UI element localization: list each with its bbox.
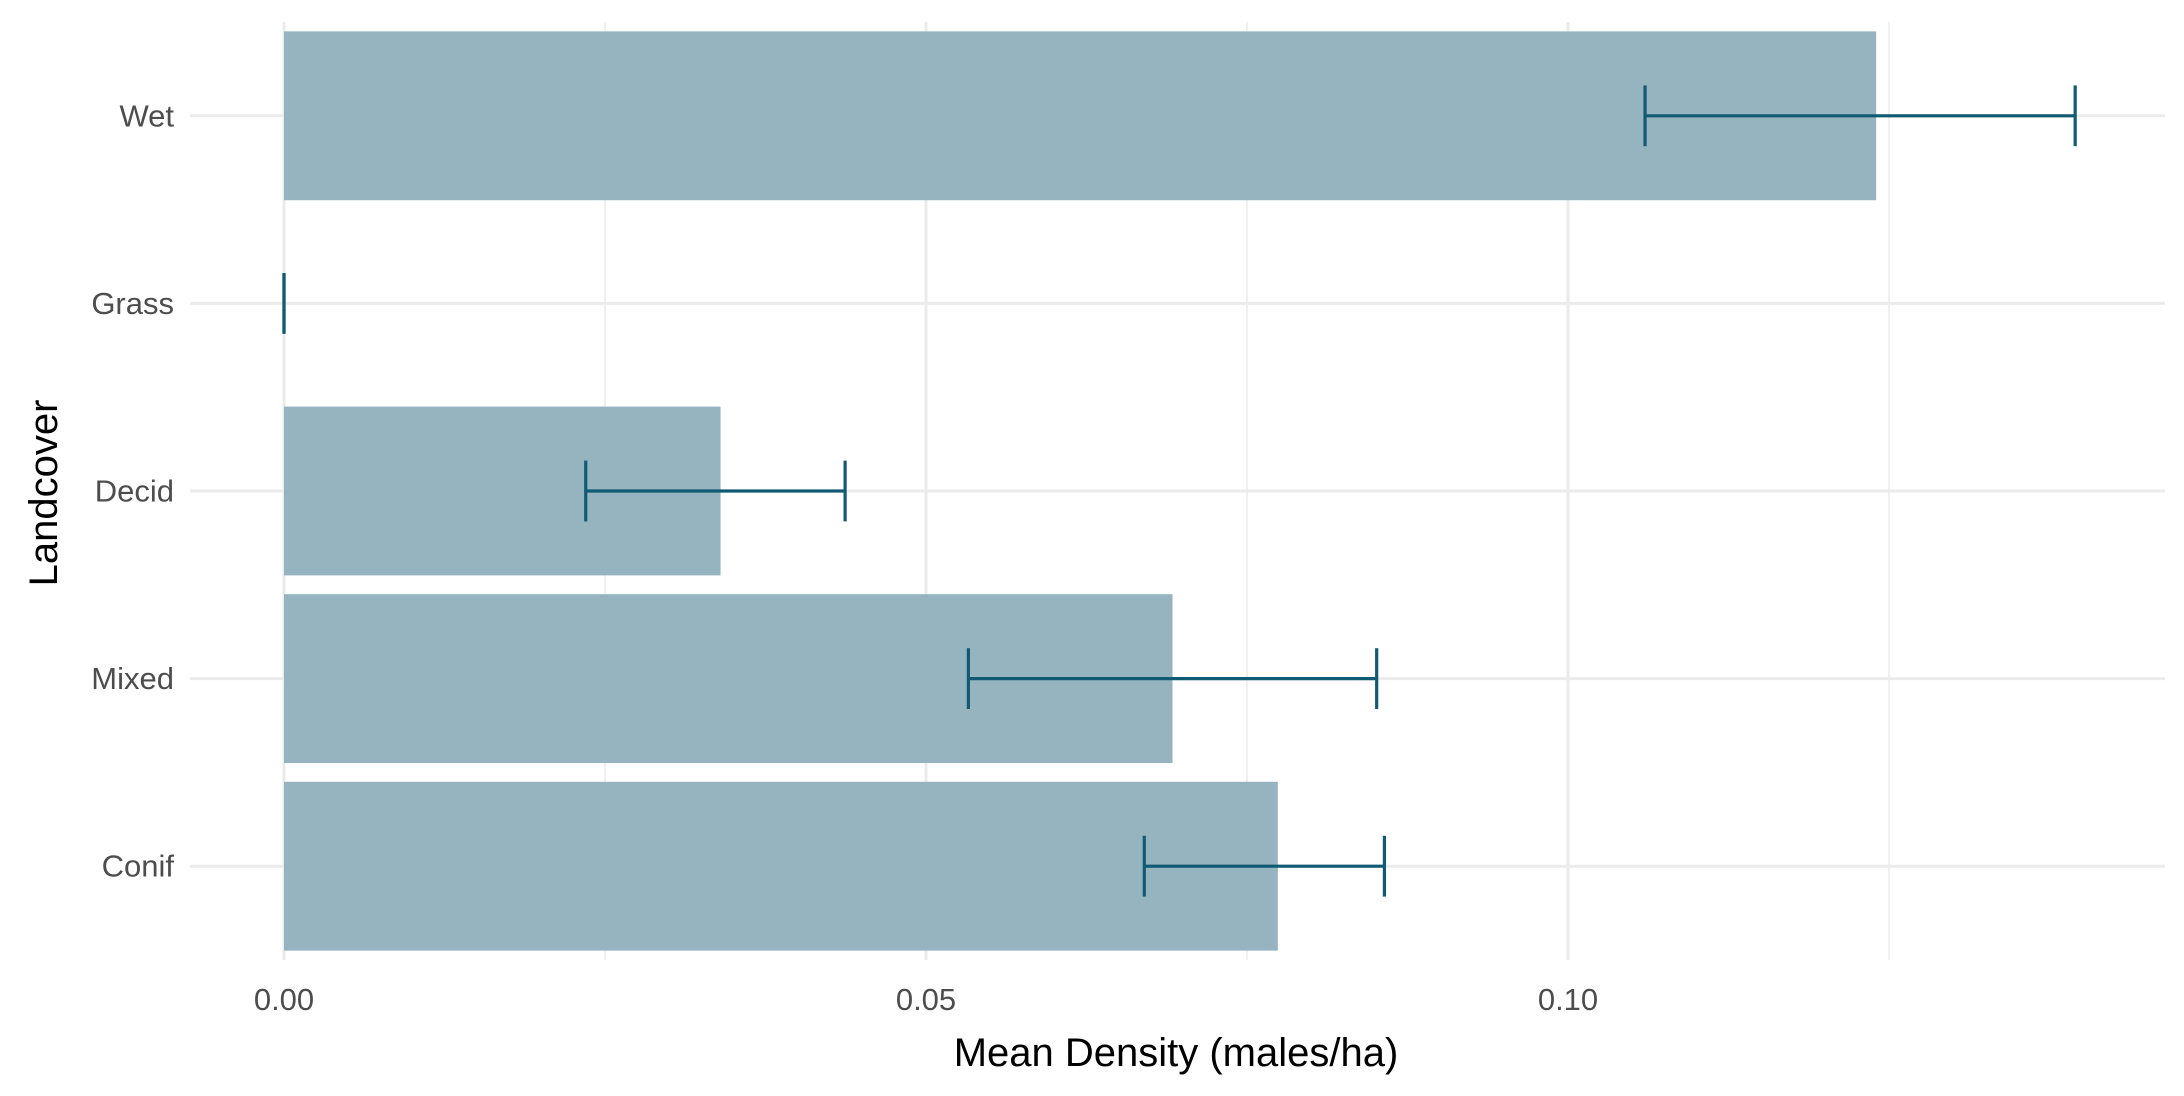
bars: [284, 31, 1877, 951]
error-bar-conif: [1142, 835, 1386, 897]
y-tick-label-decid: Decid: [95, 474, 174, 509]
x-axis-title: Mean Density (males/ha): [954, 1031, 1399, 1075]
bar-wet: [284, 31, 1877, 201]
error-bar-wet: [1643, 85, 2077, 147]
y-tick-labels: Wet Grass Decid Mixed Conif: [91, 98, 174, 883]
y-tick-label-mixed: Mixed: [91, 661, 174, 696]
x-tick-label: 0.00: [254, 982, 314, 1017]
bar-conif: [284, 781, 1278, 951]
error-bars: [282, 85, 2077, 897]
error-bar-decid: [584, 460, 847, 522]
error-bar-mixed: [966, 648, 1379, 709]
y-axis-title: Landcover: [22, 400, 66, 587]
x-tick-label: 0.10: [1538, 982, 1598, 1017]
x-tick-labels: 0.00 0.05 0.10: [254, 982, 1598, 1017]
y-tick-label-wet: Wet: [119, 98, 174, 133]
x-tick-label: 0.05: [896, 982, 956, 1017]
y-tick-label-conif: Conif: [102, 849, 175, 884]
y-tick-label-grass: Grass: [91, 286, 174, 321]
